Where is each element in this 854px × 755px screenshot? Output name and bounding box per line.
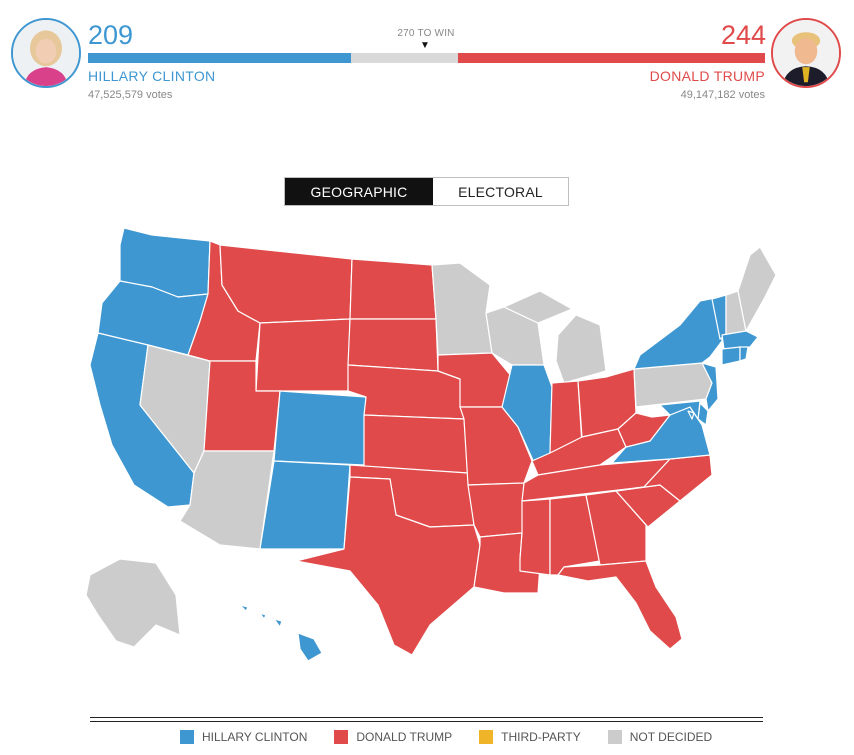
trump-avatar	[771, 18, 841, 88]
state-sd[interactable]	[347, 318, 439, 372]
us-election-map	[85, 227, 777, 662]
state-fl[interactable]	[557, 560, 683, 650]
state-ar[interactable]	[467, 482, 525, 538]
state-az[interactable]	[179, 450, 275, 550]
clinton-electoral-count: 209	[88, 20, 134, 50]
win-threshold-label: 270 TO WIN	[397, 28, 455, 39]
state-ri[interactable]	[739, 346, 749, 362]
legend-item-not-decided: NOT DECIDED	[607, 730, 713, 744]
electoral-tab[interactable]: ELECTORAL	[433, 178, 568, 205]
trump-name: DONALD TRUMP	[649, 68, 765, 84]
state-ga[interactable]	[585, 490, 647, 566]
state-ak[interactable]	[85, 558, 181, 648]
state-co[interactable]	[273, 390, 367, 466]
state-dc[interactable]	[687, 410, 695, 420]
state-tx[interactable]	[295, 476, 481, 656]
legend-label-clinton: HILLARY CLINTON	[202, 730, 308, 744]
legend-divider-bottom	[90, 721, 763, 722]
state-me[interactable]	[737, 246, 777, 332]
view-toggle: GEOGRAPHIC ELECTORAL	[284, 177, 569, 206]
legend-item-third-party: THIRD-PARTY	[479, 730, 581, 744]
state-wy[interactable]	[255, 318, 351, 392]
undecided-bar-segment	[350, 53, 458, 63]
state-ny[interactable]	[633, 296, 723, 370]
state-mi[interactable]	[503, 290, 607, 384]
state-mn[interactable]	[431, 262, 493, 356]
clinton-bar-segment	[88, 53, 351, 63]
legend-label-third-party: THIRD-PARTY	[501, 730, 581, 744]
trump-portrait-icon	[773, 20, 839, 86]
win-threshold-marker-icon: ▼	[420, 40, 430, 51]
trump-electoral-count: 244	[720, 20, 766, 50]
legend-swatch-not-decided	[607, 730, 622, 744]
clinton-popular-votes: 47,525,579 votes	[88, 89, 173, 101]
legend-swatch-clinton	[180, 730, 194, 744]
state-nm[interactable]	[259, 460, 351, 550]
legend-swatch-third-party	[479, 730, 494, 744]
state-ks[interactable]	[363, 414, 469, 474]
state-ms[interactable]	[519, 498, 551, 576]
trump-popular-votes: 49,147,182 votes	[680, 89, 765, 101]
map-legend: HILLARY CLINTON DONALD TRUMP THIRD-PARTY…	[180, 730, 739, 744]
legend-item-trump: DONALD TRUMP	[334, 730, 452, 744]
clinton-avatar	[11, 18, 81, 88]
state-ct[interactable]	[721, 346, 741, 366]
state-ma[interactable]	[721, 330, 759, 350]
legend-item-clinton: HILLARY CLINTON	[180, 730, 307, 744]
trump-bar-segment	[457, 53, 765, 63]
legend-swatch-trump	[334, 730, 349, 744]
state-mt[interactable]	[219, 244, 353, 324]
state-nd[interactable]	[349, 258, 437, 320]
clinton-portrait-icon	[13, 20, 79, 86]
legend-label-trump: DONALD TRUMP	[356, 730, 453, 744]
legend-label-not-decided: NOT DECIDED	[629, 730, 713, 744]
legend-divider-top	[90, 717, 763, 718]
clinton-name: HILLARY CLINTON	[88, 68, 216, 84]
state-hi[interactable]	[239, 604, 323, 662]
electoral-progress-bar	[88, 53, 765, 63]
state-pa[interactable]	[633, 362, 713, 408]
geographic-tab[interactable]: GEOGRAPHIC	[285, 178, 433, 205]
